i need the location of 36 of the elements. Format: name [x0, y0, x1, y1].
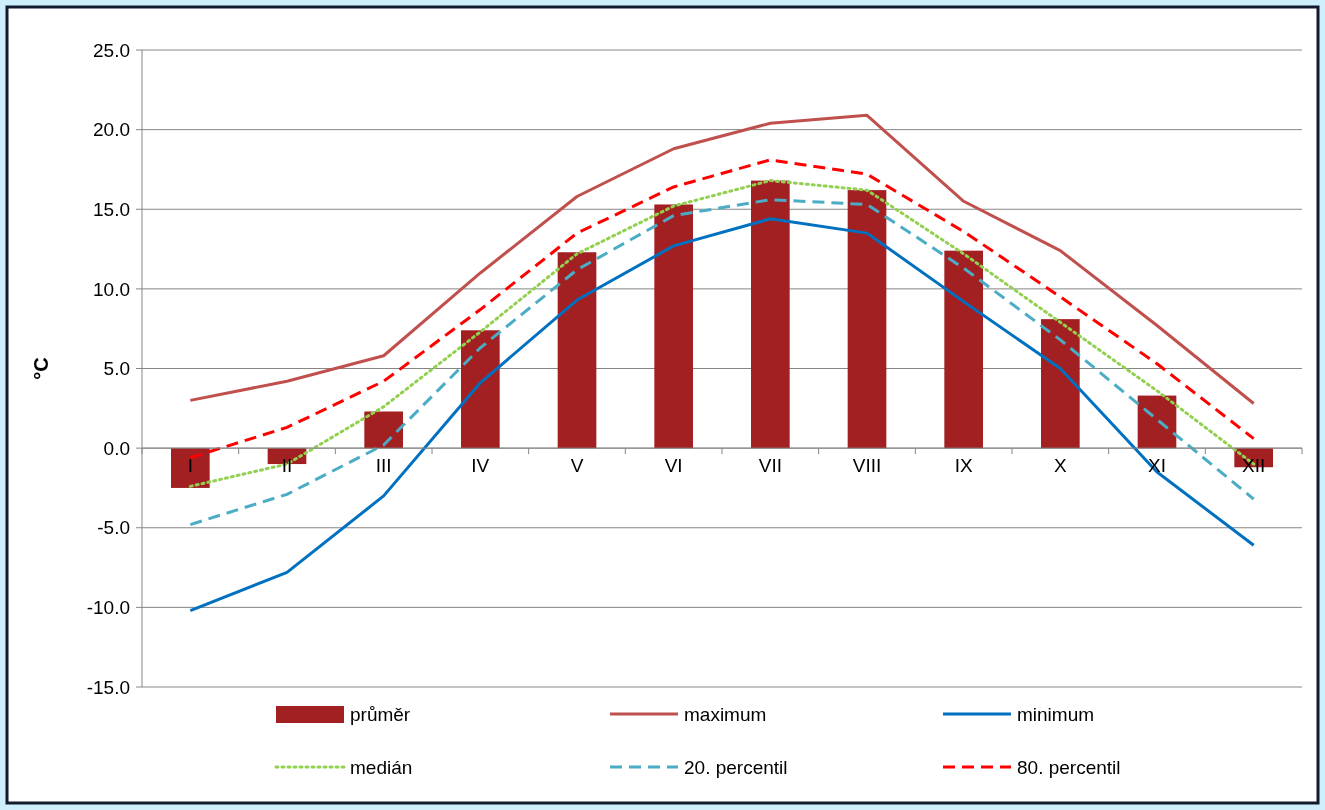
x-tick-label: X	[1053, 455, 1067, 477]
x-tick-label: III	[375, 455, 392, 477]
bar	[654, 204, 693, 449]
x-tick-label: IX	[954, 455, 973, 477]
legend-label: medián	[350, 756, 413, 778]
bar	[847, 190, 887, 449]
legend-label: minimum	[1017, 703, 1095, 725]
bar	[557, 252, 597, 449]
y-tick-label: 10.0	[93, 278, 130, 300]
line-series	[188, 113, 1256, 406]
x-tick-label: IV	[471, 455, 490, 477]
x-tick-label: VII	[758, 455, 782, 477]
y-tick-label: -5.0	[97, 517, 130, 539]
bar	[751, 180, 790, 449]
x-tick-label: V	[570, 455, 584, 477]
y-tick-label: 25.0	[93, 39, 130, 61]
y-axis-title: °C	[30, 357, 52, 380]
y-tick-label: 0.0	[103, 437, 130, 459]
legend-label: průměr	[350, 703, 411, 725]
x-tick-label: VIII	[852, 455, 882, 477]
y-tick-label: 15.0	[93, 198, 130, 220]
bar	[1137, 395, 1177, 449]
legend-label: 80. percentil	[1017, 756, 1121, 778]
y-tick-label: -10.0	[86, 597, 130, 619]
bar	[944, 250, 983, 449]
y-tick-label: 5.0	[103, 358, 130, 380]
bar	[1041, 319, 1080, 449]
bar	[461, 330, 500, 449]
y-tick-label: 20.0	[93, 119, 130, 141]
x-tick-label: I	[187, 455, 193, 477]
legend-label: 20. percentil	[684, 756, 788, 778]
y-tick-label: -15.0	[86, 676, 130, 698]
bar	[171, 448, 210, 488]
bar	[364, 411, 403, 449]
x-tick-label: VI	[664, 455, 683, 477]
legend-label: maximum	[684, 703, 767, 725]
